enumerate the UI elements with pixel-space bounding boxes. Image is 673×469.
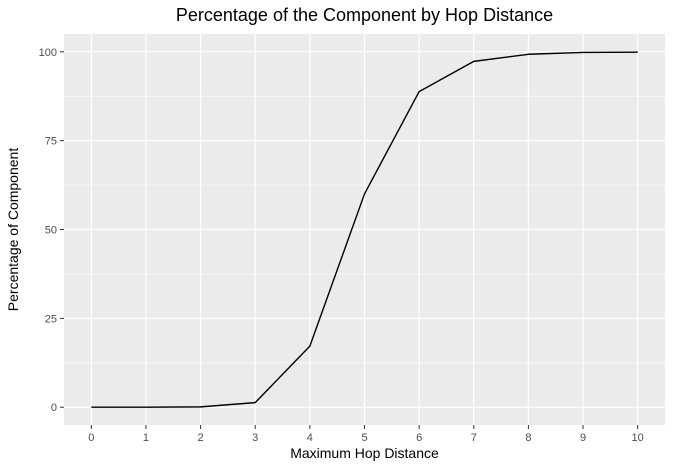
x-tick-label: 9 <box>580 432 586 444</box>
x-tick-label: 1 <box>143 432 149 444</box>
y-tick-label: 50 <box>45 225 57 237</box>
x-tick-label: 5 <box>361 432 367 444</box>
x-tick-label: 7 <box>471 432 477 444</box>
chart-title: Percentage of the Component by Hop Dista… <box>176 5 553 25</box>
y-tick-label: 100 <box>39 47 57 59</box>
x-tick-label: 8 <box>525 432 531 444</box>
x-tick-label: 10 <box>632 432 644 444</box>
x-axis-ticks: 0 1 2 3 4 5 6 7 8 9 10 <box>88 425 644 444</box>
x-tick-label: 3 <box>252 432 258 444</box>
series-line <box>91 51 638 408</box>
x-axis-title: Maximum Hop Distance <box>290 445 439 461</box>
y-tick-label: 25 <box>45 313 57 325</box>
x-tick-label: 2 <box>198 432 204 444</box>
y-tick-label: 0 <box>51 402 57 414</box>
y-axis-ticks: 0 25 50 75 100 <box>39 47 64 414</box>
y-tick-label: 75 <box>45 136 57 148</box>
x-tick-label: 6 <box>416 432 422 444</box>
x-tick-label: 0 <box>88 432 94 444</box>
y-axis-title: Percentage of Component <box>5 148 21 312</box>
x-tick-label: 4 <box>307 432 313 444</box>
